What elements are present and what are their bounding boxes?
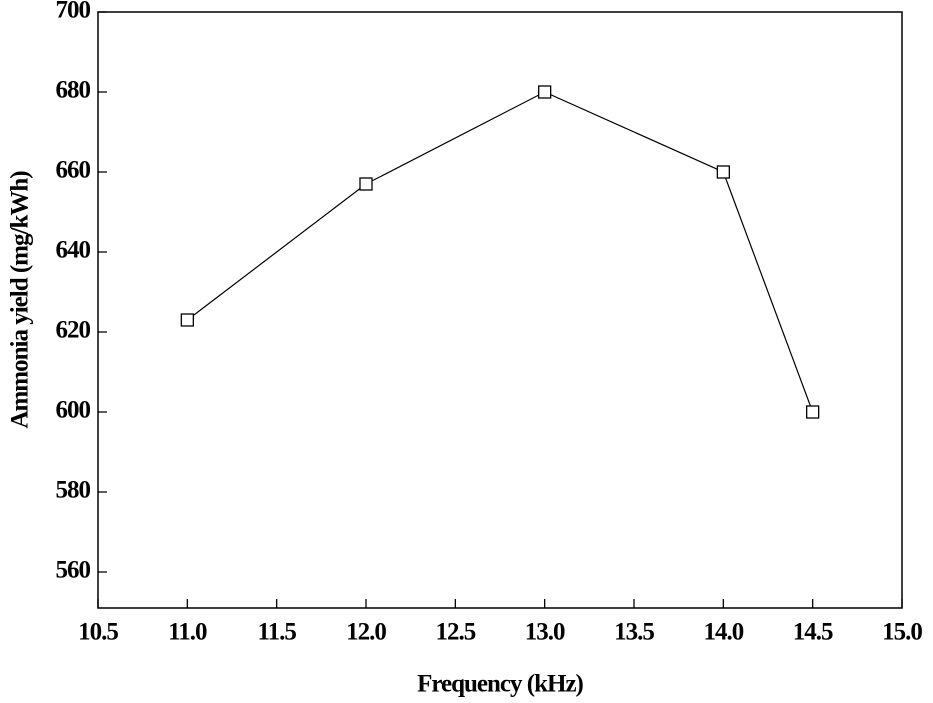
y-tick-label: 660 [56,157,91,184]
x-tick-label: 11.0 [168,619,207,646]
data-point [806,405,820,419]
y-tick-label: 600 [56,397,91,424]
plot-frame [97,11,903,609]
y-tick-label: 640 [56,237,91,264]
data-line [186,91,814,413]
x-tick-label: 13.0 [525,619,565,646]
data-point [716,165,730,179]
y-tick-label: 700 [56,0,91,24]
x-tick-label: 15.0 [882,619,922,646]
x-tick-label: 12.5 [435,619,475,646]
y-axis-label: Ammonia yield (mg/kWh) [7,171,34,429]
data-point [359,177,373,191]
y-tick-label: 680 [56,77,91,104]
x-axis-label: Frequency (kHz) [417,671,583,698]
x-tick-label: 14.5 [793,619,833,646]
x-tick-label: 10.5 [78,619,118,646]
y-tick-label: 620 [56,317,91,344]
data-point [538,85,552,99]
y-tick-label: 560 [56,557,91,584]
y-tick-label: 580 [56,477,91,504]
x-tick-label: 11.5 [257,619,296,646]
x-tick-label: 13.5 [614,619,654,646]
x-tick-label: 12.0 [346,619,386,646]
data-point [180,313,194,327]
x-tick-label: 14.0 [703,619,743,646]
